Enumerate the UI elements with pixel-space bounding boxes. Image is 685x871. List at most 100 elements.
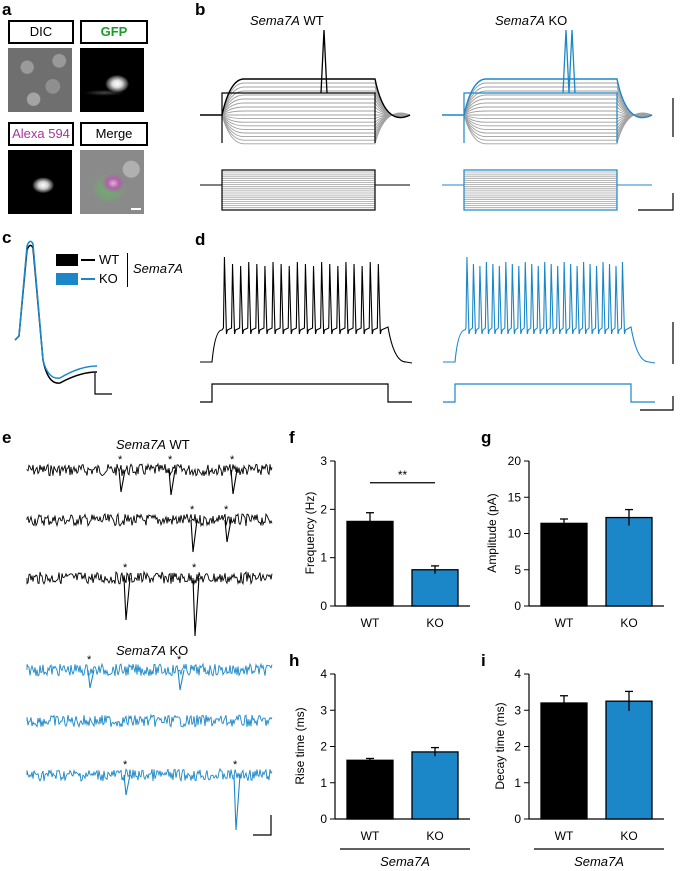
bar-chart-i: 0 1 2 3 4 Decay time (ms) WT KO Sema7A (493, 667, 664, 869)
y-tick-label: 0 (514, 812, 521, 826)
b-ko-title: Sema7A KO (495, 13, 567, 28)
e-event (123, 774, 131, 796)
panel-label-g: g (481, 428, 492, 447)
significance-stars: ** (398, 468, 408, 482)
bar-wt (346, 520, 394, 607)
bar-ko (411, 751, 459, 820)
b-ko-gene: Sema7A (495, 13, 545, 28)
merge-image (80, 150, 144, 214)
y-tick-label: 3 (320, 454, 327, 468)
b-outline (221, 92, 376, 143)
b-trace (200, 78, 411, 119)
b-spike (568, 29, 576, 94)
e-wt-gene: Sema7A (116, 437, 166, 452)
e-trace (26, 662, 273, 677)
panel-label-f: f (289, 428, 295, 447)
y-tick-label: 0 (320, 812, 327, 826)
e-event (118, 469, 126, 493)
e-star: * (123, 562, 128, 574)
y-tick-label: 3 (514, 703, 521, 717)
e-star: * (224, 504, 229, 516)
b-outline (463, 92, 618, 143)
e-star: * (123, 759, 128, 771)
b-trace (442, 78, 653, 119)
e-star: * (118, 454, 123, 466)
y-tick-label: 4 (320, 667, 327, 681)
x-tick-label: WT (555, 616, 574, 630)
y-tick-label: 0 (320, 599, 327, 613)
b-spike (562, 29, 570, 94)
legend-ko-label: KO (99, 271, 118, 286)
gfp-label: GFP (80, 20, 148, 44)
c-ap-wt (14, 244, 98, 384)
y-tick-label: 1 (514, 776, 521, 790)
e-trace (26, 767, 273, 783)
e-star: * (177, 654, 182, 666)
e-event (87, 669, 95, 689)
x-tick-label: WT (361, 829, 380, 843)
x-tick-label: KO (620, 616, 637, 630)
e-star: * (87, 654, 92, 666)
bar-chart-h: 0 1 2 3 4 Rise time (ms) WT KO Sema7A (293, 667, 470, 869)
e-event (123, 577, 131, 621)
group-label: Sema7A (574, 854, 624, 869)
panel-label-b: b (195, 0, 206, 19)
e-star: * (233, 759, 238, 771)
e-star: * (230, 454, 235, 466)
b-wt-gene: Sema7A (250, 13, 300, 28)
d-firing-trace (200, 256, 413, 364)
x-tick-label: KO (426, 829, 443, 843)
y-axis-label: Decay time (ms) (493, 702, 507, 789)
panel-label-h: h (289, 651, 300, 670)
y-tick-label: 10 (508, 527, 522, 541)
x-tick-label: WT (361, 616, 380, 630)
bar-wt (346, 759, 394, 820)
e-trace (26, 570, 273, 586)
y-tick-label: 20 (508, 454, 522, 468)
e-ko-gene: Sema7A (116, 643, 166, 658)
dic-label: DIC (8, 20, 74, 44)
bar-chart-g: 0 5 10 15 20 Amplitude (pA) WT KO (485, 454, 664, 630)
b-stim-box (463, 169, 618, 211)
legend-ko-line (81, 278, 95, 280)
y-tick-label: 15 (508, 490, 522, 504)
panel-label-a: a (2, 0, 12, 19)
group-label: Sema7A (380, 854, 430, 869)
e-ko-suffix: KO (169, 643, 189, 658)
e-wt-suffix: WT (169, 437, 190, 452)
b-stim-box (221, 169, 376, 211)
e-event (177, 669, 185, 691)
y-tick-label: 1 (320, 776, 327, 790)
c-ap-ko (14, 240, 98, 379)
bar-ko (605, 516, 653, 607)
e-event (230, 469, 238, 495)
y-tick-label: 0 (514, 599, 521, 613)
c-scale-bar (94, 373, 112, 395)
panel-label-e: e (2, 428, 12, 447)
e-trace (26, 462, 273, 477)
x-tick-label: WT (555, 829, 574, 843)
d-scale-corner (640, 396, 674, 411)
e-event (224, 519, 232, 543)
y-tick-label: 4 (514, 667, 521, 681)
bar-chart-f: 0 1 2 3 Frequency (Hz) WT KO ** (303, 454, 470, 630)
legend-wt-swatch (56, 254, 78, 266)
e-star: * (192, 562, 197, 574)
e-event (190, 519, 198, 553)
b-wt-title: Sema7A WT (250, 13, 324, 28)
e-trace (26, 713, 273, 729)
d-firing-trace (443, 256, 656, 364)
legend-wt-line (81, 259, 95, 261)
e-event (192, 577, 200, 637)
merge-label: Merge (80, 122, 148, 146)
y-tick-label: 5 (514, 563, 521, 577)
alexa-label: Alexa 594 (8, 122, 74, 146)
b-spike (320, 29, 328, 94)
panel-label-d: d (195, 230, 206, 249)
e-star: * (168, 454, 173, 466)
dic-image (8, 48, 72, 112)
legend-wt-label: WT (99, 252, 120, 267)
scale-bar-a (131, 208, 141, 210)
bar-ko (411, 569, 459, 607)
